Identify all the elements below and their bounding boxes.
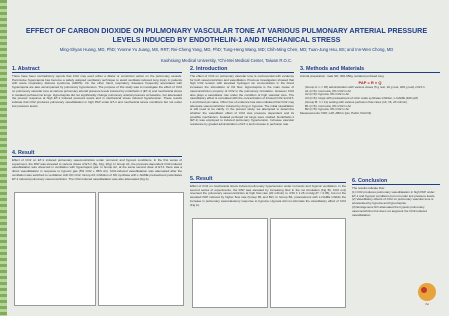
list: (Group A: n = 18) administration with va…	[300, 85, 440, 113]
decor-stripe	[0, 0, 7, 316]
heading: 2. Introduction	[190, 66, 294, 73]
list-item: B2 (n=5): hypoxia, 5% CO2 in Air	[305, 108, 440, 112]
list-item: A2 (n=6): hypoxia, 5% CO2 in Air	[305, 92, 440, 97]
list-item: A1 (n=6): normoxia, 0% CO2 in Air	[305, 89, 440, 94]
body: Effect of CO2 on ET-1 induced pulmonary …	[12, 158, 182, 181]
heading: 1. Abstract	[12, 66, 182, 73]
figure	[98, 192, 184, 306]
logo: ~	[418, 283, 436, 308]
section: 5. Result Effect of CO2 on mechanical st…	[190, 176, 346, 216]
affiliation: Kaohsiung Medical University, *Chi-Mei M…	[160, 58, 293, 63]
list-item: (1) CO2 produces pulmonary vasodilatatio…	[352, 189, 436, 198]
section: 4. Result Effect of CO2 on ET-1 induced …	[12, 150, 182, 190]
list-item: (Group A: n = 18) administration with va…	[305, 85, 440, 90]
body: Effect of CO2 on mechanical stress induc…	[190, 184, 346, 207]
section: 6. Conclusion The results indicate that:…	[352, 178, 440, 268]
heading: 3. Methods and Materials	[300, 66, 440, 73]
list: The results indicate that: (1) CO2 produc…	[352, 186, 440, 217]
figure	[14, 192, 96, 306]
list-item: The results indicate that:	[352, 186, 385, 190]
figure	[192, 218, 268, 308]
formula: PAP = R × Q	[358, 79, 382, 85]
list-item: B1 (n=6): normoxia, 0% CO2 in Air	[305, 104, 440, 109]
section: 1. Abstract There have been contradictor…	[12, 66, 182, 146]
body: Measurements: PAP, LAP, ABG's (pH, PaO2,…	[300, 111, 372, 116]
svg-text:~: ~	[424, 301, 429, 308]
heading: 5. Result	[190, 176, 346, 183]
heading: 4. Result	[12, 150, 182, 157]
list-item: (3) Endogenous NO attenuated the hypoxic…	[352, 204, 427, 217]
body: The effect of CO2 on pulmonary vascular …	[190, 74, 294, 127]
section: 2. Introduction The effect of CO2 on pul…	[190, 66, 294, 148]
list-item: A3 (n=6): lungs with pretreatment of nit…	[305, 96, 440, 101]
body: Animal preparation: male SD, 300-350g, i…	[300, 74, 384, 78]
title: EFFECT OF CARBON DIOXIDE ON PULMONARY VA…	[25, 26, 428, 44]
heading: 6. Conclusion	[352, 178, 440, 185]
authors: Ming-Shyan Huang, MD, PhD; Yvonne Yu Jua…	[59, 47, 394, 52]
list-item: (2) Vasodilatory effects of CO2 on pulmo…	[352, 197, 434, 206]
section: 3. Methods and Materials Animal preparat…	[300, 66, 440, 176]
body: There have been contradictory reports th…	[12, 74, 182, 108]
list-item: (Group B: n = 11) setting with various p…	[305, 100, 440, 105]
figure	[270, 218, 346, 308]
